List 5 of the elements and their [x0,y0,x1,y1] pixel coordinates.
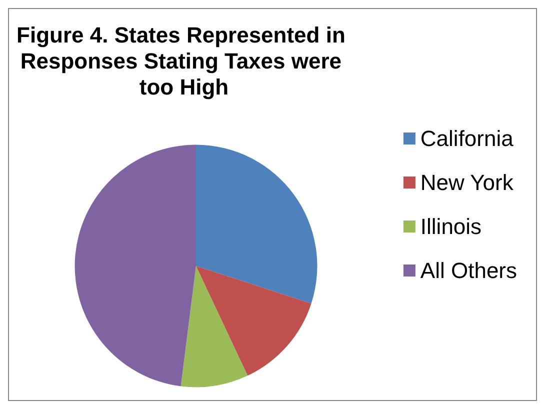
legend-label: New York [420,170,514,195]
legend-label: California [420,126,514,151]
legend-label: All Others [420,258,518,283]
chart-title: Figure 4. States Represented in Responses Stating Taxes were too High [16,22,352,100]
legend-label: Illinois [420,214,482,239]
